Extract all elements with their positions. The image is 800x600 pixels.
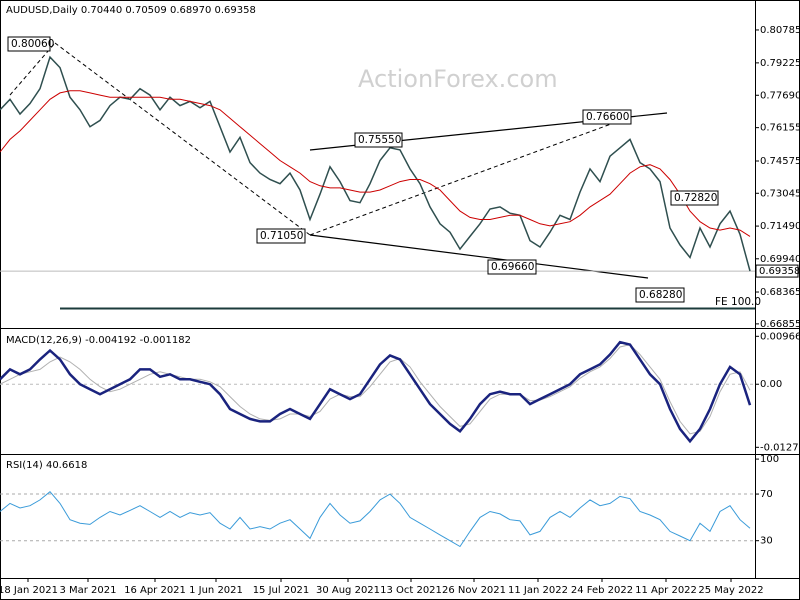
x-tick-label: 26 Nov 2021 <box>442 585 506 596</box>
x-tick-label: 13 Oct 2021 <box>380 585 442 596</box>
y-tick-label: 0.80785 <box>760 25 800 36</box>
y-tick-label: 0.00 <box>760 379 782 390</box>
last-price-label: 0.69358 <box>759 266 800 277</box>
annotation-box <box>354 132 403 148</box>
y-tick-label: 100 <box>760 454 779 465</box>
x-tick-label: 18 Jan 2021 <box>0 585 58 596</box>
y-tick-label: 0.69940 <box>760 254 800 265</box>
annotation: 0.68280 <box>639 289 682 301</box>
annotation: 0.76600 <box>586 111 629 123</box>
annotation: FE 100.0 <box>715 296 761 308</box>
x-tick-label: 11 Apr 2022 <box>635 585 697 596</box>
y-tick-label: 0.73045 <box>760 188 800 199</box>
series-line <box>0 491 751 548</box>
annotation-box <box>670 190 719 206</box>
series-line <box>0 90 751 237</box>
x-tick-label: 25 May 2022 <box>698 585 763 596</box>
annotation: 0.71050 <box>260 230 303 242</box>
x-tick-label: 11 Jan 2022 <box>508 585 568 596</box>
y-tick-label: 0.74575 <box>760 156 800 167</box>
y-tick-label: -0.012721 <box>760 442 800 453</box>
chart-title: RSI(14) 40.6618 <box>6 460 87 471</box>
series-line <box>0 55 751 272</box>
y-tick-label: 0.66855 <box>760 319 800 330</box>
watermark: ActionForex.com <box>358 65 558 93</box>
annotation: 0.75550 <box>358 134 401 146</box>
last-price-box <box>755 264 799 278</box>
trendline <box>309 116 631 236</box>
x-tick-label: 24 Feb 2022 <box>571 585 633 596</box>
annotation-box <box>635 287 685 303</box>
chart-title: MACD(12,26,9) -0.004192 -0.001182 <box>6 335 191 346</box>
x-tick-label: 30 Aug 2021 <box>316 585 380 596</box>
y-tick-label: 0.77690 <box>760 90 800 101</box>
annotation-box <box>256 228 306 244</box>
y-tick-label: 0.71490 <box>760 221 800 232</box>
annotation: 0.72820 <box>674 192 717 204</box>
series-line <box>0 344 751 435</box>
y-tick-label: 0.68365 <box>760 287 800 298</box>
trendline <box>54 42 311 236</box>
x-tick-label: 15 Jul 2021 <box>253 585 310 596</box>
annotation-box <box>582 109 632 125</box>
annotation-box <box>7 36 51 52</box>
annotation-box <box>487 259 537 275</box>
annotation: 0.69660 <box>491 261 534 273</box>
y-tick-label: 30 <box>760 536 773 547</box>
series-line <box>0 340 752 444</box>
y-tick-label: 70 <box>760 489 773 500</box>
x-tick-label: 16 Apr 2021 <box>124 585 186 596</box>
chart-title: AUDUSD,Daily 0.70440 0.70509 0.68970 0.6… <box>6 5 256 16</box>
y-tick-label: 0.76155 <box>760 123 800 134</box>
annotation: 0.80060 <box>11 38 54 50</box>
y-tick-label: 0.79225 <box>760 58 800 69</box>
x-tick-label: 3 Mar 2021 <box>59 585 116 596</box>
x-tick-label: 1 Jun 2021 <box>189 585 243 596</box>
trendline <box>9 42 56 96</box>
y-tick-label: 0.009666 <box>760 331 800 342</box>
